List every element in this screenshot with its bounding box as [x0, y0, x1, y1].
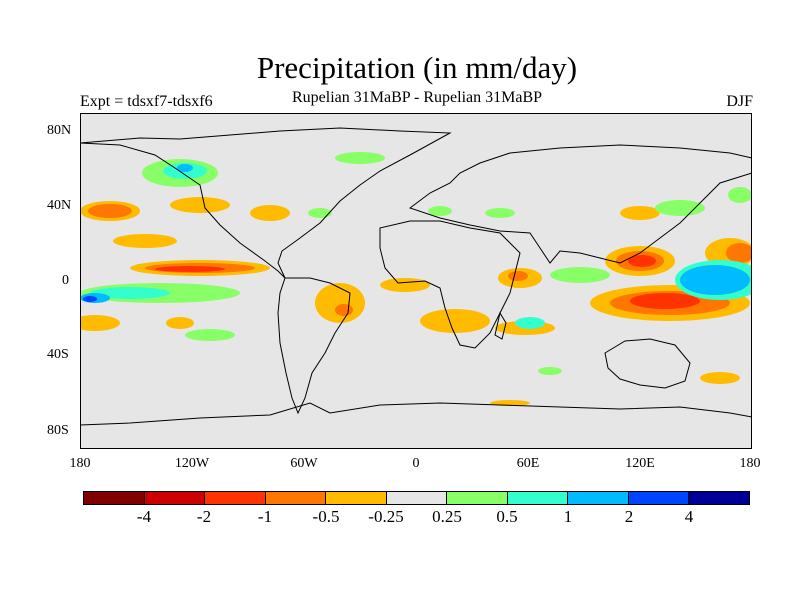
colorbar-label: 0.5	[496, 507, 518, 526]
anomaly-blob	[335, 152, 385, 164]
anomaly-blob	[170, 197, 230, 213]
anomaly-blob	[113, 234, 177, 248]
north-america-coast	[80, 127, 452, 279]
anomaly-blob	[700, 372, 740, 384]
colorbar-label: -4	[136, 507, 152, 526]
colorbar-bin	[265, 492, 327, 504]
colorbar-bin	[144, 492, 206, 504]
colorbar-bin	[628, 492, 690, 504]
anomaly-blob	[428, 206, 452, 216]
y-tick-label: 0	[62, 273, 69, 288]
anomaly-blob	[420, 309, 490, 333]
anomaly-blob	[680, 265, 750, 295]
x-tick-label: 0	[412, 456, 420, 471]
colorbar-label: 0.25	[432, 507, 462, 526]
madagascar-coast	[494, 311, 507, 340]
colorbar-bin	[326, 492, 387, 504]
x-tick-label: 60E	[516, 456, 540, 471]
colorbar-bin	[205, 492, 266, 504]
plot-title: Precipitation (in mm/day)	[256, 50, 578, 85]
x-tick-label: 180	[69, 456, 91, 471]
anomaly-blob	[250, 205, 290, 221]
season-label: DJF	[726, 93, 753, 110]
anomaly-blob	[185, 329, 235, 341]
anomaly-blob	[538, 367, 562, 375]
precipitation-map	[80, 113, 752, 449]
colorbar-bin	[447, 492, 508, 504]
experiment-label: Expt = tdsxf7-tdsxf6	[80, 93, 213, 110]
plot-subtitle: Rupelian 31MaBP - Rupelian 31MaBP	[291, 89, 543, 106]
anomaly-blob	[166, 317, 194, 329]
colorbar-label: -0.5	[312, 507, 340, 526]
africa-coast	[379, 220, 521, 349]
australia-coast	[604, 338, 691, 389]
anomaly-blob	[380, 278, 430, 292]
anomaly-blob	[88, 204, 132, 218]
anomaly-blob	[550, 267, 610, 283]
colorbar-label: 1	[563, 507, 573, 526]
anomaly-blob	[515, 317, 545, 329]
anomaly-blob	[630, 293, 700, 309]
anomaly-blob	[485, 208, 515, 218]
x-tick-label: 60W	[290, 456, 318, 471]
anomaly-blob	[90, 287, 170, 299]
map-layers	[80, 127, 752, 426]
colorbar-label: -0.25	[368, 507, 404, 526]
y-tick-label: 40N	[47, 198, 72, 213]
colorbar-label: 4	[684, 507, 694, 526]
anomaly-blob	[177, 164, 193, 172]
anomaly-blob	[83, 296, 97, 302]
y-tick-label: 80S	[47, 423, 69, 438]
negative-anomalies	[80, 197, 752, 406]
anomaly-blob	[726, 243, 752, 263]
x-tick-label: 120E	[625, 456, 655, 471]
anomaly-blob	[628, 255, 656, 267]
x-tick-label: 120W	[174, 456, 210, 471]
coastlines	[80, 127, 752, 426]
anomaly-blob	[728, 187, 752, 203]
colorbar-bin	[568, 492, 629, 504]
colorbar-label: -2	[196, 507, 212, 526]
colorbar-label: 2	[624, 507, 634, 526]
colorbar-bin	[84, 492, 145, 504]
colorbar	[83, 491, 750, 505]
colorbar-bin	[386, 492, 448, 504]
antarctica-coast	[80, 402, 752, 426]
y-tick-label: 40S	[47, 347, 69, 362]
anomaly-blob	[80, 315, 120, 331]
x-tick-label: 180	[739, 456, 761, 471]
anomaly-blob	[655, 200, 705, 216]
anomaly-blob	[620, 206, 660, 220]
colorbar-bin	[689, 492, 750, 504]
eurasia-coast	[408, 144, 752, 264]
anomaly-blob	[155, 266, 225, 272]
anomaly-blob	[315, 283, 365, 323]
colorbar-bin	[507, 492, 569, 504]
anomaly-blob	[308, 208, 332, 218]
y-tick-label: 80N	[47, 123, 72, 138]
anomaly-blob	[335, 304, 353, 316]
anomaly-blob	[508, 271, 528, 281]
south-america-coast	[277, 277, 351, 415]
colorbar-label: -1	[257, 507, 273, 526]
